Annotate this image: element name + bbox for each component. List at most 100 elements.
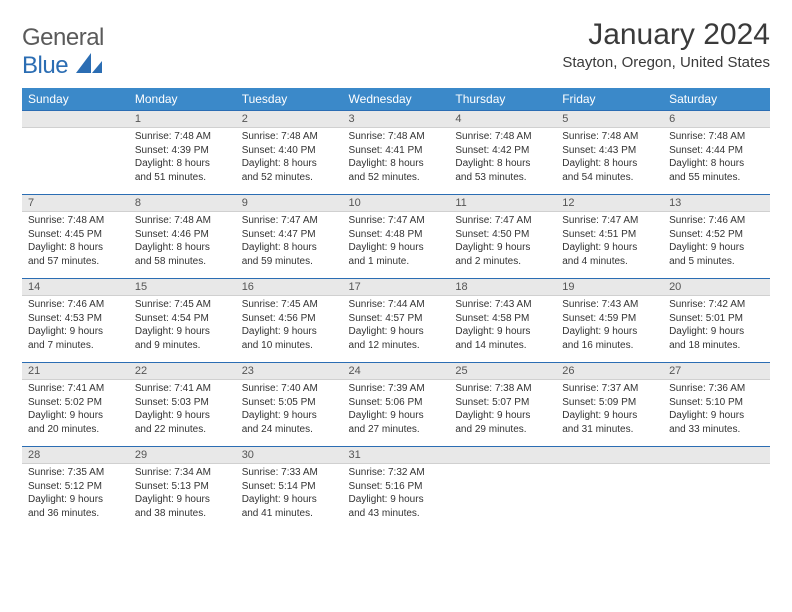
sunset-line: Sunset: 4:47 PM (242, 228, 337, 242)
day-number (556, 447, 663, 464)
daylight-line-2: and 54 minutes. (562, 171, 657, 185)
daylight-line-1: Daylight: 9 hours (349, 241, 444, 255)
sunset-line: Sunset: 4:59 PM (562, 312, 657, 326)
day-number: 5 (556, 111, 663, 128)
day-number: 25 (449, 363, 556, 380)
daylight-line-1: Daylight: 8 hours (562, 157, 657, 171)
sunrise-line: Sunrise: 7:44 AM (349, 298, 444, 312)
sunrise-line: Sunrise: 7:40 AM (242, 382, 337, 396)
daylight-line-1: Daylight: 9 hours (28, 409, 123, 423)
sunrise-line: Sunrise: 7:47 AM (562, 214, 657, 228)
day-number: 27 (663, 363, 770, 380)
daylight-line-1: Daylight: 9 hours (669, 409, 764, 423)
day-number: 28 (22, 447, 129, 464)
day-number (449, 447, 556, 464)
daylight-line-2: and 53 minutes. (455, 171, 550, 185)
day-number: 9 (236, 195, 343, 212)
day-details (556, 464, 663, 470)
day-details: Sunrise: 7:42 AMSunset: 5:01 PMDaylight:… (663, 296, 770, 356)
day-details: Sunrise: 7:47 AMSunset: 4:47 PMDaylight:… (236, 212, 343, 272)
daylight-line-1: Daylight: 9 hours (242, 409, 337, 423)
daylight-line-1: Daylight: 9 hours (28, 325, 123, 339)
calendar-day-cell: 3Sunrise: 7:48 AMSunset: 4:41 PMDaylight… (343, 111, 450, 195)
calendar-table: SundayMondayTuesdayWednesdayThursdayFrid… (22, 88, 770, 531)
day-number: 15 (129, 279, 236, 296)
daylight-line-1: Daylight: 9 hours (135, 409, 230, 423)
day-header: Sunday (22, 88, 129, 111)
day-number: 7 (22, 195, 129, 212)
day-details (22, 128, 129, 134)
day-number: 26 (556, 363, 663, 380)
daylight-line-1: Daylight: 9 hours (669, 325, 764, 339)
daylight-line-2: and 52 minutes. (349, 171, 444, 185)
calendar-day-cell: 16Sunrise: 7:45 AMSunset: 4:56 PMDayligh… (236, 279, 343, 363)
calendar-week: 7Sunrise: 7:48 AMSunset: 4:45 PMDaylight… (22, 195, 770, 279)
sunset-line: Sunset: 4:39 PM (135, 144, 230, 158)
calendar-day-cell: 24Sunrise: 7:39 AMSunset: 5:06 PMDayligh… (343, 363, 450, 447)
day-details: Sunrise: 7:48 AMSunset: 4:40 PMDaylight:… (236, 128, 343, 188)
daylight-line-2: and 29 minutes. (455, 423, 550, 437)
daylight-line-1: Daylight: 8 hours (669, 157, 764, 171)
daylight-line-2: and 43 minutes. (349, 507, 444, 521)
daylight-line-2: and 5 minutes. (669, 255, 764, 269)
day-details: Sunrise: 7:35 AMSunset: 5:12 PMDaylight:… (22, 464, 129, 524)
sunset-line: Sunset: 4:52 PM (669, 228, 764, 242)
sunset-line: Sunset: 5:09 PM (562, 396, 657, 410)
day-details: Sunrise: 7:47 AMSunset: 4:50 PMDaylight:… (449, 212, 556, 272)
daylight-line-1: Daylight: 9 hours (349, 493, 444, 507)
calendar-day-cell: 19Sunrise: 7:43 AMSunset: 4:59 PMDayligh… (556, 279, 663, 363)
sunrise-line: Sunrise: 7:38 AM (455, 382, 550, 396)
calendar-day-cell: 12Sunrise: 7:47 AMSunset: 4:51 PMDayligh… (556, 195, 663, 279)
daylight-line-2: and 4 minutes. (562, 255, 657, 269)
day-number: 4 (449, 111, 556, 128)
sunrise-line: Sunrise: 7:34 AM (135, 466, 230, 480)
calendar-day-cell: 14Sunrise: 7:46 AMSunset: 4:53 PMDayligh… (22, 279, 129, 363)
day-number: 22 (129, 363, 236, 380)
daylight-line-2: and 22 minutes. (135, 423, 230, 437)
calendar-day-cell: 29Sunrise: 7:34 AMSunset: 5:13 PMDayligh… (129, 447, 236, 531)
day-details: Sunrise: 7:40 AMSunset: 5:05 PMDaylight:… (236, 380, 343, 440)
brand-logo: General Blue (22, 18, 104, 80)
sunset-line: Sunset: 5:13 PM (135, 480, 230, 494)
calendar-week: 21Sunrise: 7:41 AMSunset: 5:02 PMDayligh… (22, 363, 770, 447)
daylight-line-1: Daylight: 9 hours (455, 325, 550, 339)
daylight-line-1: Daylight: 8 hours (135, 157, 230, 171)
sunrise-line: Sunrise: 7:42 AM (669, 298, 764, 312)
day-header: Wednesday (343, 88, 450, 111)
daylight-line-1: Daylight: 9 hours (349, 325, 444, 339)
daylight-line-1: Daylight: 9 hours (28, 493, 123, 507)
day-details: Sunrise: 7:33 AMSunset: 5:14 PMDaylight:… (236, 464, 343, 524)
calendar-page: General Blue January 2024 Stayton, Orego… (0, 0, 792, 531)
day-details: Sunrise: 7:44 AMSunset: 4:57 PMDaylight:… (343, 296, 450, 356)
day-number (663, 447, 770, 464)
sunrise-line: Sunrise: 7:41 AM (135, 382, 230, 396)
daylight-line-1: Daylight: 8 hours (455, 157, 550, 171)
calendar-day-cell: 8Sunrise: 7:48 AMSunset: 4:46 PMDaylight… (129, 195, 236, 279)
day-details: Sunrise: 7:48 AMSunset: 4:44 PMDaylight:… (663, 128, 770, 188)
sunrise-line: Sunrise: 7:41 AM (28, 382, 123, 396)
daylight-line-1: Daylight: 8 hours (349, 157, 444, 171)
sunset-line: Sunset: 5:10 PM (669, 396, 764, 410)
sunrise-line: Sunrise: 7:43 AM (562, 298, 657, 312)
calendar-day-cell: 20Sunrise: 7:42 AMSunset: 5:01 PMDayligh… (663, 279, 770, 363)
daylight-line-2: and 20 minutes. (28, 423, 123, 437)
sunset-line: Sunset: 5:02 PM (28, 396, 123, 410)
daylight-line-1: Daylight: 9 hours (669, 241, 764, 255)
sunset-line: Sunset: 4:42 PM (455, 144, 550, 158)
sunrise-line: Sunrise: 7:47 AM (455, 214, 550, 228)
sunset-line: Sunset: 5:14 PM (242, 480, 337, 494)
calendar-day-cell: 11Sunrise: 7:47 AMSunset: 4:50 PMDayligh… (449, 195, 556, 279)
month-title: January 2024 (562, 18, 770, 52)
day-details: Sunrise: 7:48 AMSunset: 4:45 PMDaylight:… (22, 212, 129, 272)
calendar-day-cell (22, 111, 129, 195)
day-details: Sunrise: 7:43 AMSunset: 4:59 PMDaylight:… (556, 296, 663, 356)
calendar-day-cell: 13Sunrise: 7:46 AMSunset: 4:52 PMDayligh… (663, 195, 770, 279)
day-details: Sunrise: 7:45 AMSunset: 4:56 PMDaylight:… (236, 296, 343, 356)
sunrise-line: Sunrise: 7:47 AM (349, 214, 444, 228)
day-header: Tuesday (236, 88, 343, 111)
daylight-line-2: and 31 minutes. (562, 423, 657, 437)
day-number: 29 (129, 447, 236, 464)
calendar-day-cell: 4Sunrise: 7:48 AMSunset: 4:42 PMDaylight… (449, 111, 556, 195)
day-number: 14 (22, 279, 129, 296)
sunset-line: Sunset: 4:54 PM (135, 312, 230, 326)
